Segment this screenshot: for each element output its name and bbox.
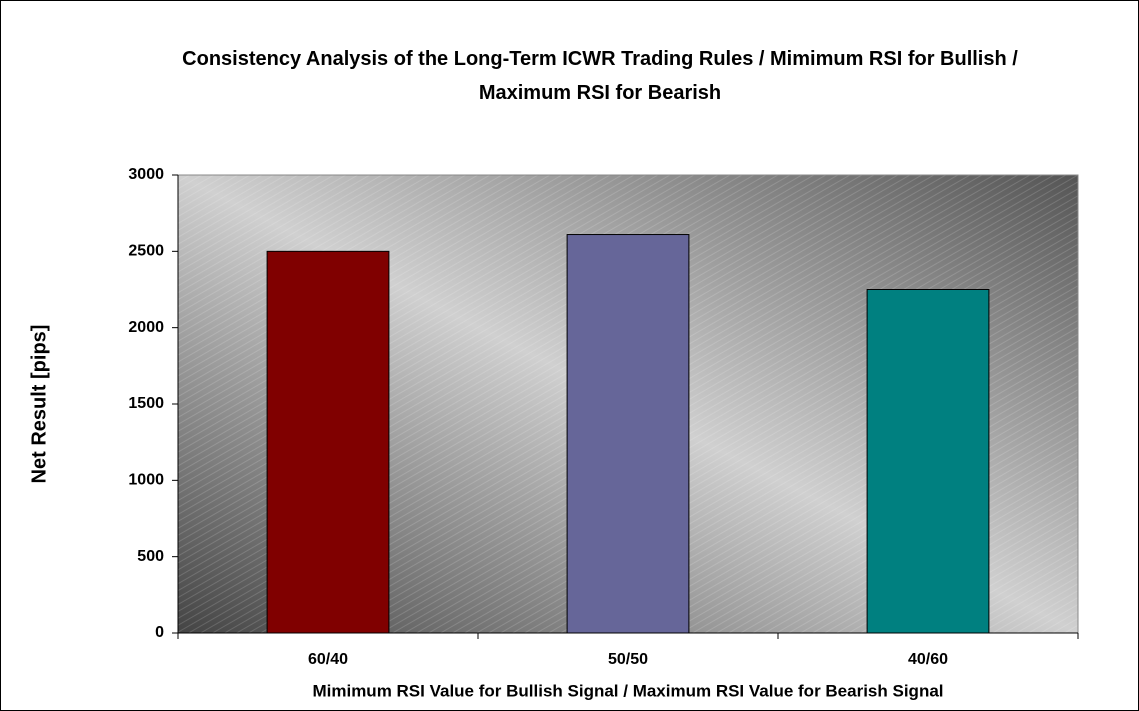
x-tick-label: 50/50 — [608, 651, 648, 668]
y-tick-label: 2500 — [128, 243, 164, 260]
bar — [566, 234, 690, 634]
chart-title: Consistency Analysis of the Long-Term IC… — [182, 48, 1018, 104]
y-axis-label: Net Result [pips] — [28, 325, 50, 484]
x-tick-label: 40/60 — [908, 651, 948, 668]
x-axis-label: Mimimum RSI Value for Bullish Signal / M… — [312, 681, 943, 700]
bar — [266, 250, 390, 634]
y-tick-label: 1000 — [128, 472, 164, 489]
bar — [866, 289, 990, 634]
x-tick-label: 60/40 — [308, 651, 348, 668]
y-tick-label: 3000 — [128, 166, 164, 183]
y-tick-label: 500 — [137, 548, 164, 565]
y-tick-label: 0 — [155, 624, 164, 641]
y-tick-label: 2000 — [128, 319, 164, 336]
y-tick-label: 1500 — [128, 395, 164, 412]
